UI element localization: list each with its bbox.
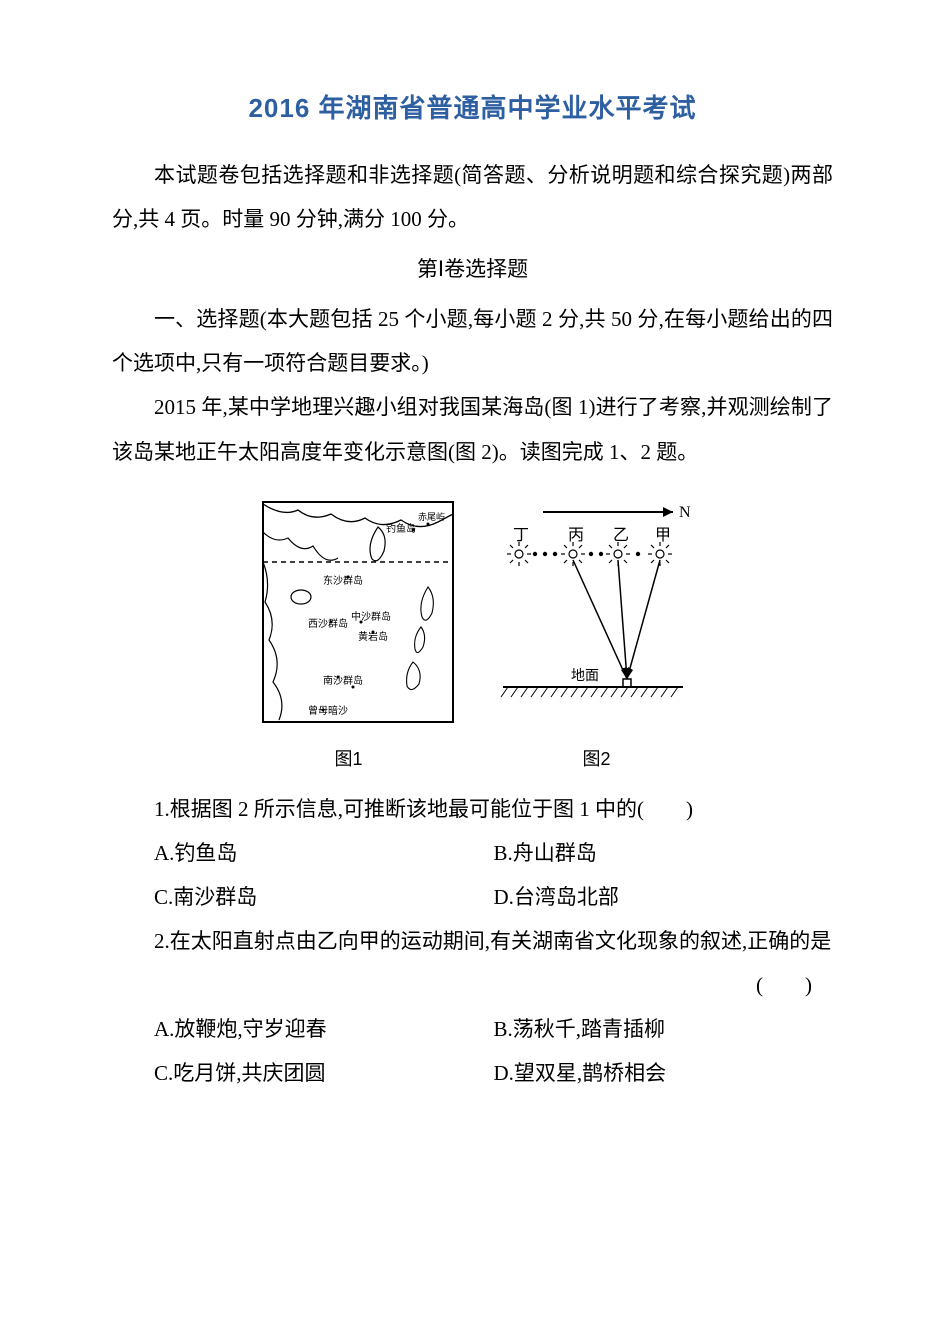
part1-heading: 第Ⅰ卷选择题 xyxy=(112,247,833,291)
map-label-nansha: 南沙群岛 xyxy=(323,674,363,687)
map-label-chiwei: 赤尾屿 xyxy=(418,512,445,522)
q2-option-B: B.荡秋千,踏青插柳 xyxy=(494,1007,834,1051)
section1-header: 一、选择题(本大题包括 25 个小题,每小题 2 分,共 50 分,在每小题给出… xyxy=(112,297,833,385)
q1-options-row1: A.钓鱼岛 B.舟山群岛 xyxy=(112,831,833,875)
map-label-zhongsha: 中沙群岛 xyxy=(351,610,391,623)
fig2-bing: 丙 xyxy=(568,527,584,544)
q2-option-C: C.吃月饼,共庆团圆 xyxy=(154,1051,494,1095)
map-label-zengmu: 曾母暗沙 xyxy=(308,704,348,717)
figures-svg: 钓鱼岛 赤尾屿 东沙群岛 西沙群岛 中沙群岛 黄岩岛 南沙群岛 曾母暗沙 N 丁… xyxy=(253,492,693,732)
page-title: 2016 年湖南省普通高中学业水平考试 xyxy=(112,88,833,125)
q1-option-B: B.舟山群岛 xyxy=(494,831,834,875)
q2-paren: ( ) xyxy=(112,963,833,1007)
figure-1-map: 钓鱼岛 赤尾屿 东沙群岛 西沙群岛 中沙群岛 黄岩岛 南沙群岛 曾母暗沙 xyxy=(263,502,453,722)
figure-labels-row: 图1 图2 xyxy=(112,745,833,771)
fig2-ding: 丁 xyxy=(513,527,529,544)
q2-options-row1: A.放鞭炮,守岁迎春 B.荡秋千,踏青插柳 xyxy=(112,1007,833,1051)
q1-option-A: A.钓鱼岛 xyxy=(154,831,494,875)
map-label-huangyan: 黄岩岛 xyxy=(358,630,388,643)
q1-stem: 1.根据图 2 所示信息,可推断该地最可能位于图 1 中的( ) xyxy=(112,787,833,831)
q1-options-row2: C.南沙群岛 D.台湾岛北部 xyxy=(112,875,833,919)
figure-2-diagram: N 丁 丙 乙 甲 xyxy=(501,504,691,697)
map-label-dongsha: 东沙群岛 xyxy=(323,574,363,587)
fig1-caption: 图1 xyxy=(334,745,362,771)
intro-paragraph: 本试题卷包括选择题和非选择题(简答题、分析说明题和综合探究题)两部分,共 4 页… xyxy=(112,153,833,241)
fig2-jia: 甲 xyxy=(655,527,671,544)
q1-option-C: C.南沙群岛 xyxy=(154,875,494,919)
map-label-diaoyu: 钓鱼岛 xyxy=(386,522,416,535)
q2-options-row2: C.吃月饼,共庆团圆 D.望双星,鹊桥相会 xyxy=(112,1051,833,1095)
passage-1: 2015 年,某中学地理兴趣小组对我国某海岛(图 1)进行了考察,并观测绘制了该… xyxy=(112,385,833,473)
q1-option-D: D.台湾岛北部 xyxy=(494,875,834,919)
fig2-ground: 地面 xyxy=(571,668,599,684)
q2-option-A: A.放鞭炮,守岁迎春 xyxy=(154,1007,494,1051)
q2-stem: 2.在太阳直射点由乙向甲的运动期间,有关湖南省文化现象的叙述,正确的是 xyxy=(112,919,833,963)
fig2-caption: 图2 xyxy=(583,745,611,771)
fig2-N: N xyxy=(679,504,691,521)
figure-container: 钓鱼岛 赤尾屿 东沙群岛 西沙群岛 中沙群岛 黄岩岛 南沙群岛 曾母暗沙 N 丁… xyxy=(112,492,833,737)
fig2-yi: 乙 xyxy=(613,527,629,544)
map-label-xisha: 西沙群岛 xyxy=(308,617,348,630)
q2-option-D: D.望双星,鹊桥相会 xyxy=(494,1051,834,1095)
